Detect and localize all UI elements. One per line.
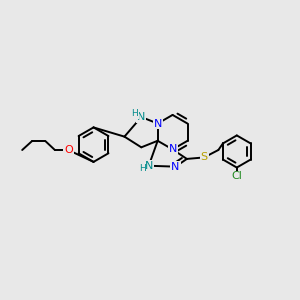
Text: N: N — [145, 161, 153, 171]
Text: H: H — [131, 109, 138, 118]
Text: O: O — [64, 145, 73, 155]
Text: N: N — [171, 162, 180, 172]
Text: S: S — [200, 152, 208, 162]
Text: N: N — [137, 112, 146, 122]
Text: H: H — [139, 164, 146, 172]
Text: Cl: Cl — [231, 172, 242, 182]
Text: N: N — [154, 118, 162, 128]
Text: N: N — [168, 144, 177, 154]
